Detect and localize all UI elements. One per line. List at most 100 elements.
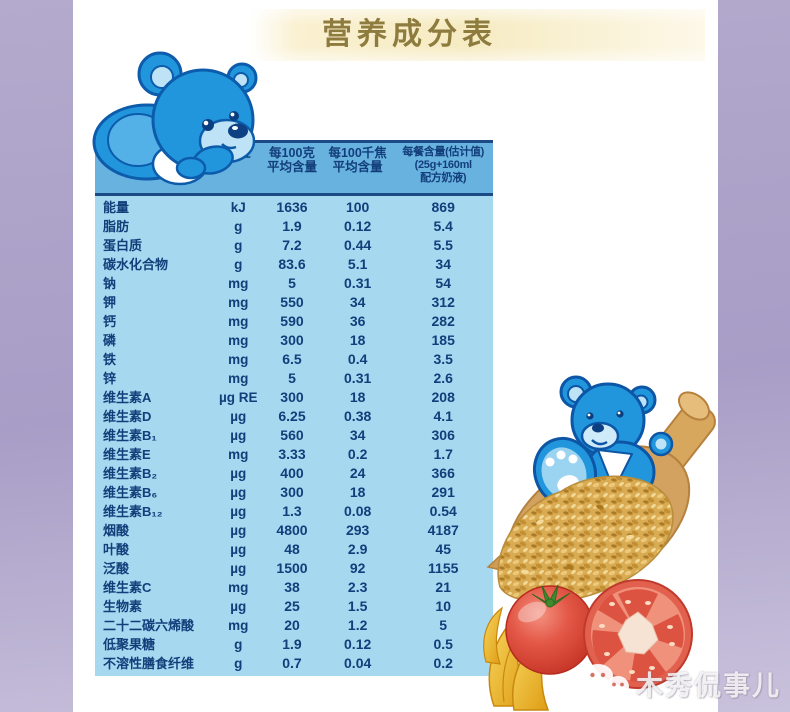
page-title: 营养成分表: [322, 18, 497, 51]
watermark-text: 木秀侃事儿: [636, 670, 781, 701]
cell-nutrient: 维生素D: [103, 409, 152, 424]
cell-unit: µg: [230, 523, 247, 538]
cell-unit: µg: [230, 428, 247, 443]
cell-per100g: 83.6: [278, 256, 306, 272]
table-row: 铁 mg 6.5 0.4 3.5: [95, 350, 493, 369]
cell-unit: mg: [228, 580, 249, 595]
cell-per100g: 560: [280, 427, 304, 443]
table-row: 低聚果糖 g 1.9 0.12 0.5: [95, 635, 493, 654]
table-row: 维生素B₆ µg 300 18 291: [95, 483, 493, 502]
cell-per100kj: 0.08: [344, 503, 372, 519]
cell-nutrient: 生物素: [103, 599, 143, 614]
table-row: 脂肪 g 1.9 0.12 5.4: [95, 217, 493, 236]
cell-per100g: 1636: [276, 199, 308, 215]
cell-per100g: 5: [288, 370, 296, 386]
cell-nutrient: 泛酸: [103, 561, 130, 576]
cell-per100kj: 0.12: [344, 636, 372, 652]
cell-per100kj: 0.4: [347, 351, 368, 367]
cell-per100kj: 0.31: [344, 370, 372, 386]
table-row: 钾 mg 550 34 312: [95, 293, 493, 312]
cell-per100g: 6.25: [278, 408, 306, 424]
food-photo: [483, 375, 716, 711]
cell-per100kj: 18: [349, 484, 366, 500]
cell-per-serving: 45: [435, 541, 451, 557]
cell-per100g: 38: [284, 579, 300, 595]
table-row: 不溶性膳食纤维 g 0.7 0.04 0.2: [95, 654, 493, 673]
cell-per100kj: 0.04: [344, 655, 372, 671]
content-panel: 营养成分表: [73, 0, 718, 712]
wechat-bubble-eyes: [590, 672, 624, 687]
cell-nutrient: 二十二碳六烯酸: [103, 618, 195, 633]
cell-unit: µg: [230, 504, 247, 519]
cell-per100kj: 18: [349, 389, 366, 405]
cell-per100g: 3.33: [278, 446, 306, 462]
bear-top-group: [92, 51, 258, 186]
cell-per100kj: 1.2: [347, 617, 368, 633]
cell-per-serving: 208: [431, 389, 455, 405]
tomato-stem: [531, 584, 571, 608]
cell-unit: g: [234, 257, 243, 272]
cell-per100kj: 24: [349, 465, 366, 481]
cell-per100kj: 2.3: [347, 579, 368, 595]
cell-unit: µg: [230, 409, 247, 424]
cell-per-serving: 2.6: [433, 370, 453, 386]
cell-nutrient: 钠: [103, 276, 117, 291]
cell-nutrient: 碳水化合物: [103, 257, 169, 272]
cell-per-serving: 282: [431, 313, 455, 329]
table-row: 维生素E mg 3.33 0.2 1.7: [95, 445, 493, 464]
tomato-whole: [505, 584, 595, 675]
cell-unit: µg RE: [219, 390, 258, 405]
cell-per100g: 550: [280, 294, 304, 310]
cell-per-serving: 4187: [427, 522, 459, 538]
cell-nutrient: 蛋白质: [103, 238, 143, 253]
cell-per-serving: 0.5: [433, 636, 453, 652]
header-per-serving: 每餐含量(估计值) (25g+160ml 配方奶液): [402, 146, 485, 184]
cell-per100kj: 0.44: [344, 237, 372, 253]
cell-unit: mg: [228, 352, 249, 367]
cell-unit: mg: [228, 447, 249, 462]
cell-per100kj: 18: [349, 332, 366, 348]
cell-per100kj: 5.1: [347, 256, 368, 272]
table-row: 维生素B₁ µg 560 34 306: [95, 426, 493, 445]
cell-per-serving: 5.4: [433, 218, 453, 234]
cell-per-serving: 312: [431, 294, 455, 310]
cell-unit: g: [234, 219, 243, 234]
cell-per-serving: 34: [435, 256, 451, 272]
cell-per-serving: 1155: [428, 560, 459, 576]
cell-nutrient: 维生素A: [103, 390, 152, 405]
cell-nutrient: 维生素E: [103, 447, 151, 462]
table-row: 钠 mg 5 0.31 54: [95, 274, 493, 293]
table-row: 泛酸 µg 1500 92 1155: [95, 559, 493, 578]
cell-unit: µg: [230, 542, 247, 557]
table-row: 碳水化合物 g 83.6 5.1 34: [95, 255, 493, 274]
cell-nutrient: 低聚果糖: [103, 637, 156, 652]
cell-nutrient: 维生素B₂: [103, 466, 158, 481]
cell-per100g: 6.5: [282, 351, 302, 367]
cell-per-serving: 1.7: [433, 446, 453, 462]
cell-nutrient: 叶酸: [103, 542, 130, 557]
cell-per100kj: 1.5: [347, 598, 368, 614]
tomato-cut: [583, 579, 693, 689]
cell-nutrient: 锌: [103, 371, 117, 386]
cell-per-serving: 54: [435, 275, 451, 291]
cell-per100kj: 0.12: [344, 218, 372, 234]
cell-per100g: 20: [284, 617, 300, 633]
cell-unit: kJ: [230, 200, 246, 215]
cell-per100g: 1.9: [282, 636, 302, 652]
cell-per-serving: 0.2: [433, 655, 453, 671]
cell-per100g: 1.9: [282, 218, 302, 234]
cell-per100kj: 2.9: [347, 541, 368, 557]
cell-nutrient: 维生素B₁₂: [103, 504, 163, 519]
cell-per100g: 300: [280, 332, 304, 348]
cell-nutrient: 钙: [103, 314, 117, 329]
table-row: 维生素B₂ µg 400 24 366: [95, 464, 493, 483]
cell-per-serving: 4.1: [433, 408, 453, 424]
cell-unit: mg: [228, 333, 249, 348]
cell-per-serving: 291: [431, 484, 455, 500]
table-row: 叶酸 µg 48 2.9 45: [95, 540, 493, 559]
cell-per100kj: 293: [345, 522, 370, 538]
table-body: 能量 kJ 1636 100 869 脂肪 g 1.9 0.12 5.4 蛋白质…: [95, 196, 493, 676]
cell-per100kj: 0.2: [347, 446, 368, 462]
table-row: 能量 kJ 1636 100 869: [95, 198, 493, 217]
